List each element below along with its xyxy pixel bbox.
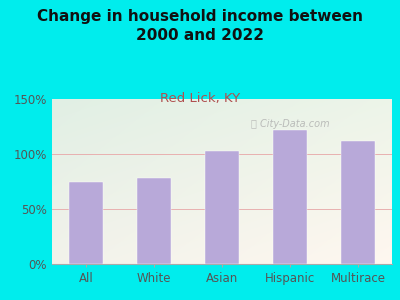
Bar	[341, 141, 375, 264]
Bar	[205, 151, 239, 264]
Bar	[273, 130, 307, 264]
Bar	[137, 178, 171, 264]
Text: Red Lick, KY: Red Lick, KY	[160, 92, 240, 104]
Text: Ⓠ City-Data.com: Ⓠ City-Data.com	[251, 119, 329, 129]
Bar	[69, 182, 103, 264]
Text: Change in household income between
2000 and 2022: Change in household income between 2000 …	[37, 9, 363, 43]
